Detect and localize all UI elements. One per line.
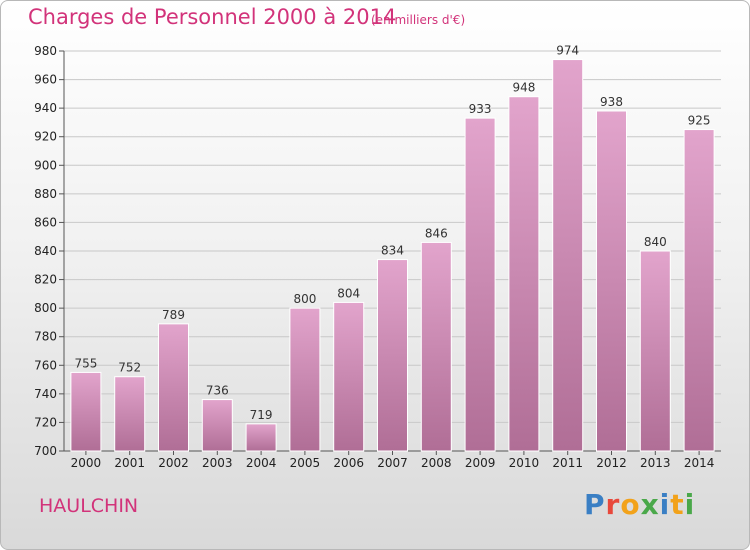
bar (420, 241, 452, 452)
y-tick-label: 740 (34, 387, 57, 401)
data-label: 925 (688, 114, 711, 128)
commune-name: HAULCHIN (39, 495, 139, 517)
bar (201, 399, 233, 452)
x-tick-label: 2011 (552, 456, 583, 470)
proxiti-logo[interactable]: Proxiti (584, 488, 695, 521)
bar (596, 110, 627, 452)
x-tick-label: 2006 (333, 456, 364, 470)
logo-letter: i (684, 488, 696, 521)
data-label: 840 (644, 235, 667, 249)
logo-letter: x (640, 488, 660, 521)
data-label: 800 (293, 292, 316, 306)
x-tick-label: 2009 (465, 456, 496, 470)
chart-subtitle: (en milliers d'€) (371, 13, 466, 27)
data-label: 834 (381, 244, 404, 258)
logo-letter: t (670, 488, 685, 521)
y-tick-label: 840 (34, 244, 57, 258)
data-label: 755 (74, 356, 97, 370)
x-tick-label: 2014 (684, 456, 715, 470)
y-tick-label: 880 (34, 187, 57, 201)
data-label: 846 (425, 226, 448, 240)
data-label: 948 (512, 81, 535, 95)
data-label: 736 (206, 384, 229, 398)
x-tick-label: 2003 (202, 456, 233, 470)
x-tick-label: 2000 (71, 456, 102, 470)
bar (639, 250, 671, 452)
x-tick-label: 2002 (158, 456, 189, 470)
bar (158, 323, 189, 452)
y-tick-label: 800 (34, 301, 57, 315)
data-label: 974 (556, 44, 579, 58)
data-label: 752 (118, 361, 141, 375)
data-label: 938 (600, 95, 623, 109)
y-tick-label: 900 (34, 158, 57, 172)
logo-letter: o (620, 488, 641, 521)
y-tick-label: 980 (34, 44, 57, 58)
logo-letter: i (659, 488, 671, 521)
y-tick-label: 720 (34, 415, 57, 429)
x-tick-label: 2004 (246, 456, 277, 470)
bar (508, 96, 540, 452)
bar (552, 59, 584, 452)
bar (464, 117, 496, 452)
data-label: 804 (337, 286, 360, 300)
x-tick-label: 2013 (640, 456, 671, 470)
y-tick-label: 920 (34, 130, 57, 144)
x-tick-label: 2008 (421, 456, 452, 470)
data-label: 933 (469, 102, 492, 116)
bar (289, 307, 321, 452)
bar (333, 301, 365, 452)
bar (114, 376, 146, 452)
x-tick-label: 2001 (114, 456, 145, 470)
y-tick-label: 820 (34, 273, 57, 287)
x-tick-label: 2010 (509, 456, 540, 470)
bar (245, 423, 277, 452)
bar (377, 259, 408, 452)
y-tick-label: 780 (34, 330, 57, 344)
y-tick-label: 760 (34, 358, 57, 372)
y-tick-label: 860 (34, 215, 57, 229)
y-tick-label: 960 (34, 73, 57, 87)
x-tick-label: 2007 (377, 456, 408, 470)
y-tick-label: 700 (34, 444, 57, 458)
data-label: 789 (162, 308, 185, 322)
logo-letter: P (584, 488, 606, 521)
bar (70, 371, 102, 452)
logo-letter: r (605, 488, 621, 521)
data-label: 719 (250, 408, 273, 422)
x-tick-label: 2005 (290, 456, 321, 470)
y-tick-label: 940 (34, 101, 57, 115)
chart-title: Charges de Personnel 2000 à 2014 (28, 5, 397, 29)
bar (683, 129, 715, 452)
x-tick-label: 2012 (596, 456, 627, 470)
